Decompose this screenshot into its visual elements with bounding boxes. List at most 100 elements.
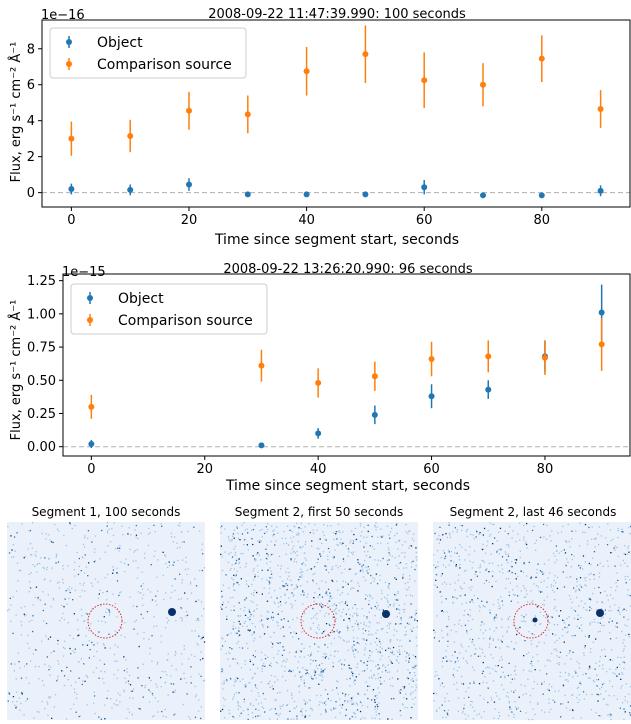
y-tick-label: 1.25 (27, 274, 56, 289)
y-tick-label: 0.00 (27, 440, 56, 455)
data-point (244, 111, 251, 118)
data-point (244, 191, 251, 198)
legend-label: Object (118, 291, 164, 307)
object-source (532, 617, 538, 623)
legend-marker (66, 39, 72, 45)
y-tick-label: 1.00 (27, 307, 56, 322)
noise-pixels (7, 522, 206, 720)
chart-1-title: 2008-09-22 11:47:39.990: 100 seconds (208, 7, 466, 22)
legend-label: Comparison source (118, 313, 253, 329)
y-tick-label: 8 (27, 42, 35, 57)
x-tick-label: 80 (534, 213, 551, 228)
x-tick-label: 0 (87, 462, 95, 477)
legend: Object Comparison source (70, 283, 268, 335)
chart-1-offset-text: 1e−16 (41, 8, 85, 23)
data-point (371, 373, 378, 380)
sky-image-2 (220, 522, 418, 721)
data-point (538, 55, 545, 62)
data-point (421, 77, 428, 84)
data-point (480, 81, 486, 88)
aperture-circle (87, 603, 123, 639)
legend-marker (87, 317, 93, 323)
chart-1-ylabel: Flux, erg s⁻¹ cm⁻² Å⁻¹ (8, 42, 24, 183)
noise-pixels (220, 522, 418, 721)
data-point (541, 354, 548, 361)
y-tick-label: 0.25 (27, 407, 56, 422)
flux-chart-segment-2: 2008-09-22 13:26:20.990: 96 seconds 1e−1… (8, 262, 631, 494)
data-point (68, 186, 75, 193)
data-point (88, 441, 95, 448)
y-tick-label: 0.50 (27, 374, 56, 389)
data-point (597, 187, 604, 194)
x-tick-label: 40 (298, 213, 315, 228)
data-point (258, 362, 265, 369)
data-point (88, 403, 95, 410)
series-comparison-source (68, 25, 604, 156)
data-point (362, 191, 369, 198)
x-tick-label: 40 (310, 462, 327, 477)
data-point (538, 192, 545, 199)
data-point (303, 68, 310, 75)
chart-1-xlabel: Time since segment start, seconds (214, 232, 459, 248)
y-tick-label: 2 (27, 150, 35, 165)
legend: Object Comparison source (49, 27, 247, 79)
comparison-star (596, 609, 604, 617)
chart-2-offset-text: 1e−15 (62, 265, 106, 280)
image-panels: Segment 1, 100 seconds Segment 2, first … (7, 505, 631, 721)
plot-frame (41, 19, 631, 208)
data-point (371, 411, 378, 418)
x-tick-label: 60 (423, 462, 440, 477)
comparison-star (168, 608, 176, 616)
x-tick-label: 60 (416, 213, 433, 228)
x-tick-label: 80 (537, 462, 554, 477)
data-point (428, 393, 435, 400)
data-point (315, 430, 322, 437)
legend-label: Comparison source (97, 57, 232, 73)
data-point (421, 184, 428, 191)
data-point (485, 386, 492, 393)
data-point (258, 442, 265, 449)
data-point (303, 191, 310, 198)
sky-image-1 (7, 522, 206, 720)
y-tick-label: 4 (27, 114, 35, 129)
legend-box (70, 283, 268, 335)
series-comparison-source (88, 317, 605, 419)
data-point (186, 107, 192, 114)
image-3-title: Segment 2, last 46 seconds (450, 505, 617, 519)
data-point (598, 341, 605, 348)
x-tick-label: 20 (196, 462, 213, 477)
legend-marker (87, 295, 93, 301)
series-object (68, 178, 604, 199)
legend-label: Object (97, 35, 143, 51)
legend-marker (66, 61, 72, 67)
data-point (485, 353, 492, 360)
chart-2-xlabel: Time since segment start, seconds (225, 478, 470, 494)
chart-2-ylabel: Flux, erg s⁻¹ cm⁻² Å⁻¹ (8, 300, 24, 441)
x-tick-label: 0 (67, 213, 75, 228)
y-tick-label: 0 (27, 186, 35, 201)
image-2-title: Segment 2, first 50 seconds (235, 505, 403, 519)
data-point (362, 51, 369, 58)
aperture-circle (513, 603, 549, 639)
aperture-circle (300, 603, 336, 639)
noise-pixels (433, 522, 631, 721)
sky-image-3 (433, 522, 631, 721)
image-1-title: Segment 1, 100 seconds (32, 505, 181, 519)
data-point (68, 135, 75, 142)
data-point (598, 309, 605, 316)
data-point (315, 379, 322, 386)
data-point (428, 356, 435, 363)
data-point (480, 192, 486, 199)
image-background (220, 522, 418, 720)
data-point (597, 106, 604, 113)
y-tick-label: 0.75 (27, 341, 56, 356)
chart-2-title: 2008-09-22 13:26:20.990: 96 seconds (223, 262, 473, 277)
comparison-star (382, 610, 390, 618)
legend-box (49, 27, 247, 79)
image-background (7, 522, 205, 720)
plot-frame (62, 273, 631, 457)
data-point (127, 132, 134, 139)
y-tick-label: 6 (27, 78, 35, 93)
x-tick-label: 20 (181, 213, 198, 228)
